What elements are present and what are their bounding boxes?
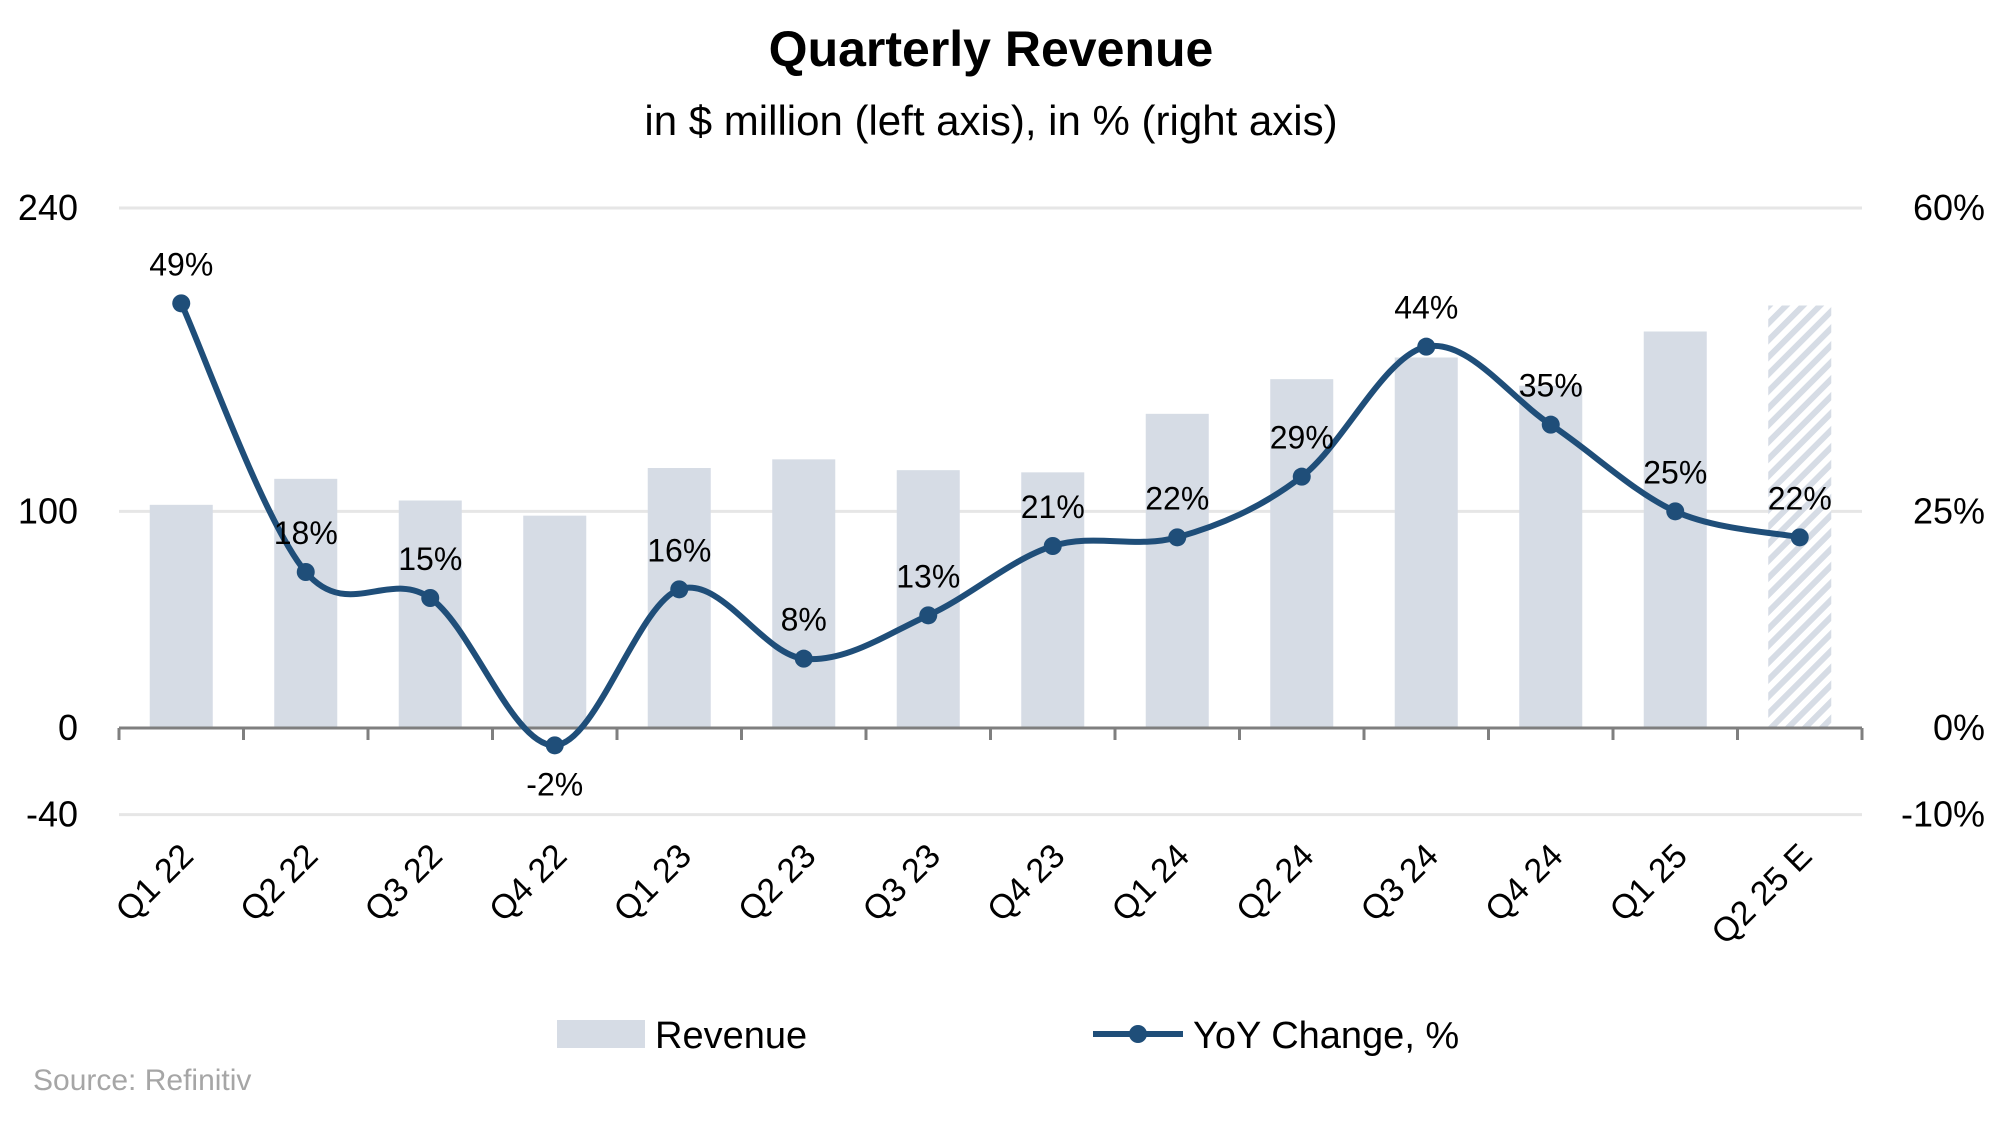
chart-subtitle: in $ million (left axis), in % (right ax… <box>644 97 1337 144</box>
revenue-bar <box>1021 472 1085 728</box>
x-axis-label: Q4 22 <box>482 837 574 929</box>
x-axis-label: Q1 22 <box>109 837 201 929</box>
yoy-data-label: 21% <box>1021 489 1085 525</box>
x-axis-label: Q2 23 <box>731 837 823 929</box>
x-axis-label: Q3 24 <box>1354 837 1446 929</box>
yoy-data-label: 16% <box>647 532 711 568</box>
yoy-marker <box>1292 467 1311 486</box>
legend-label-revenue: Revenue <box>655 1015 807 1057</box>
yoy-marker <box>172 294 191 313</box>
revenue-bar <box>274 478 338 728</box>
revenue-bar <box>1145 413 1209 728</box>
yoy-marker <box>919 606 938 625</box>
right-tick-label: 60% <box>1913 187 1985 228</box>
revenue-bar <box>1270 379 1334 728</box>
revenue-bar <box>398 500 462 728</box>
x-axis-label: Q4 24 <box>1478 837 1570 929</box>
yoy-marker <box>1541 415 1560 434</box>
left-tick-label: -40 <box>26 794 78 835</box>
revenue-bar <box>1643 331 1707 728</box>
revenue-bar <box>896 470 960 728</box>
yoy-data-label: 49% <box>149 246 213 282</box>
left-tick-label: 100 <box>18 490 78 531</box>
yoy-marker <box>421 589 440 607</box>
revenue-bar-estimate <box>1768 305 1832 728</box>
yoy-line <box>172 294 1809 755</box>
yoy-marker <box>296 563 315 581</box>
source-note: Source: Refinitiv <box>33 1064 251 1097</box>
yoy-data-label: 29% <box>1270 420 1334 456</box>
legend: Revenue YoY Change, % <box>557 1015 1459 1057</box>
yoy-marker <box>1417 337 1436 356</box>
revenue-bar <box>1394 357 1458 728</box>
yoy-data-label: -2% <box>526 766 583 802</box>
x-axis-label: Q3 23 <box>856 837 948 929</box>
x-axis-label: Q1 23 <box>607 837 699 929</box>
revenue-bar <box>149 504 213 728</box>
right-tick-label: 25% <box>1913 490 1985 531</box>
yoy-data-labels: 49% 18% 15% -2% 16% 8% 13% 21% 22% 29% 44% 35% 25% 22… <box>149 246 1832 802</box>
x-axis-labels: Q1 22 Q2 22 Q3 22 Q4 22 Q1 23 Q2 23 Q3 23 Q4 23… <box>109 837 1820 952</box>
yoy-data-label: 25% <box>1643 454 1707 490</box>
left-tick-label: 0 <box>58 707 78 748</box>
revenue-bar <box>772 459 836 728</box>
yoy-marker <box>1790 528 1809 547</box>
yoy-data-label: 13% <box>896 558 960 594</box>
x-axis-label: Q4 23 <box>980 837 1072 929</box>
x-axis-label: Q1 25 <box>1603 837 1695 929</box>
yoy-data-label: 8% <box>781 602 827 638</box>
yoy-marker <box>545 736 564 755</box>
legend-swatch-revenue <box>557 1020 645 1048</box>
chart-title: Quarterly Revenue <box>769 21 1214 77</box>
yoy-data-label: 22% <box>1145 480 1209 516</box>
revenue-bars <box>149 305 1832 728</box>
legend-label-yoy: YoY Change, % <box>1193 1015 1459 1057</box>
right-tick-label: 0% <box>1933 707 1985 748</box>
x-axis-label: Q3 22 <box>358 837 450 929</box>
yoy-marker <box>1168 528 1187 547</box>
left-axis: -40 0 100 240 <box>18 187 78 835</box>
legend-swatch-yoy-marker <box>1129 1025 1147 1043</box>
x-axis-label: Q1 24 <box>1105 837 1197 929</box>
yoy-data-label: 15% <box>398 541 462 577</box>
x-axis-label: Q2 22 <box>233 837 325 929</box>
x-axis-label: Q2 24 <box>1229 837 1321 929</box>
yoy-data-label: 44% <box>1394 290 1458 326</box>
yoy-data-label: 22% <box>1768 480 1832 516</box>
yoy-marker <box>670 580 689 599</box>
revenue-bar <box>523 515 587 728</box>
yoy-data-label: 35% <box>1519 368 1583 404</box>
yoy-data-label: 18% <box>274 515 338 551</box>
x-axis <box>117 726 1864 740</box>
right-tick-label: -10% <box>1901 794 1985 835</box>
gridlines <box>119 206 1862 817</box>
yoy-marker <box>1043 537 1062 555</box>
x-axis-label: Q2 25 E <box>1704 837 1819 952</box>
yoy-marker <box>1666 502 1685 521</box>
right-axis: -10% 0% 25% 60% <box>1901 187 1985 835</box>
yoy-marker <box>794 649 813 668</box>
left-tick-label: 240 <box>18 187 78 228</box>
